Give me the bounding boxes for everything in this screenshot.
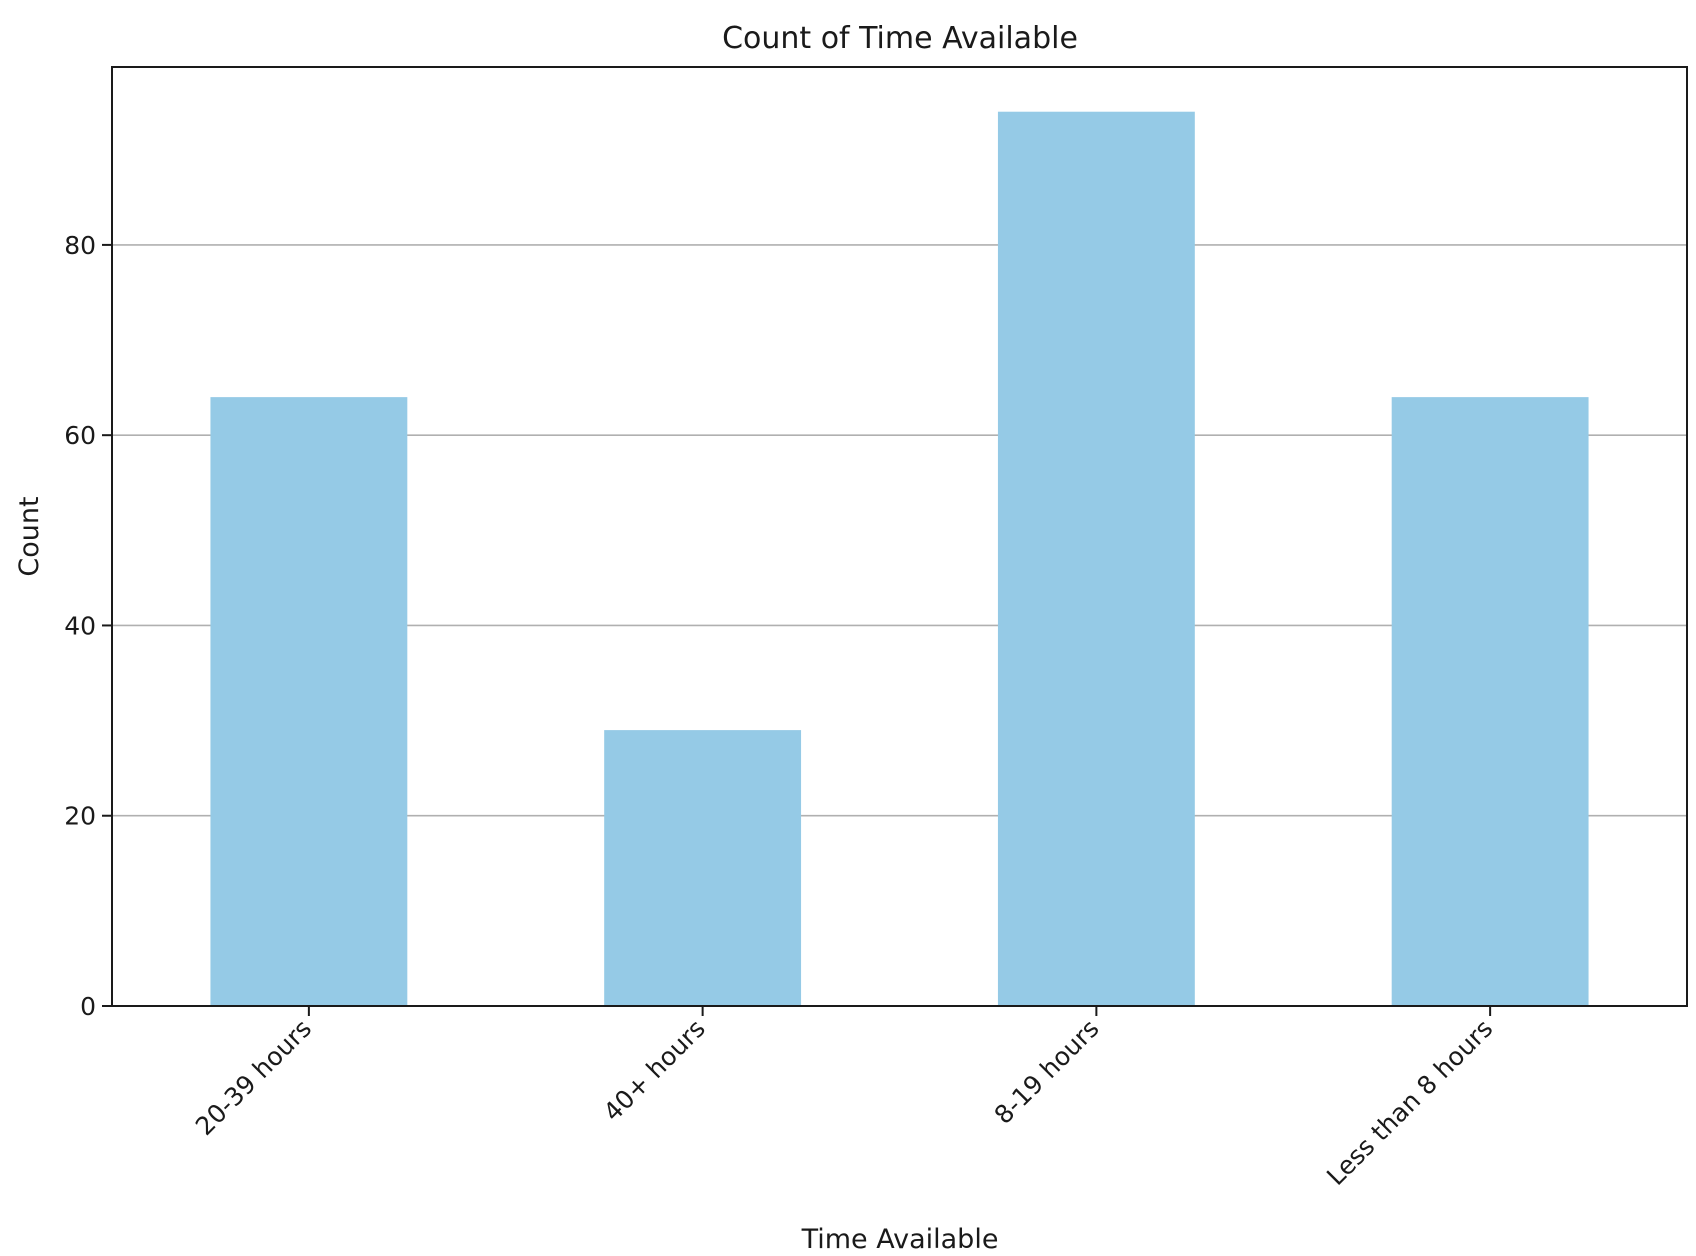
bar-40-hours — [604, 730, 802, 1006]
x-tick-label: 20-39 hours — [190, 1014, 317, 1141]
bar-less-than-8-hours — [1391, 397, 1589, 1006]
y-tick-label: 60 — [64, 421, 96, 450]
y-axis-ticks: 0 20 40 60 80 — [64, 231, 112, 1021]
x-axis-ticks: 20-39 hours 40+ hours 8-19 hours Less than … — [190, 1006, 1498, 1191]
y-tick-label: 0 — [80, 992, 96, 1021]
y-tick-label: 80 — [64, 231, 96, 260]
y-tick-label: 40 — [64, 611, 96, 640]
x-tick-label: 40+ hours — [598, 1014, 711, 1127]
bar-20-39-hours — [210, 397, 408, 1006]
plot-frame — [111, 66, 1688, 1007]
bar-8-19-hours — [997, 111, 1195, 1006]
bars — [210, 111, 1589, 1006]
y-tick-label: 20 — [64, 802, 96, 831]
chart-title: Count of Time Available — [722, 21, 1078, 56]
x-axis-label: Time Available — [801, 1224, 999, 1255]
y-axis-label: Count — [14, 496, 45, 576]
x-tick-label: 8-19 hours — [989, 1014, 1105, 1130]
x-tick-label: Less than 8 hours — [1321, 1014, 1498, 1191]
